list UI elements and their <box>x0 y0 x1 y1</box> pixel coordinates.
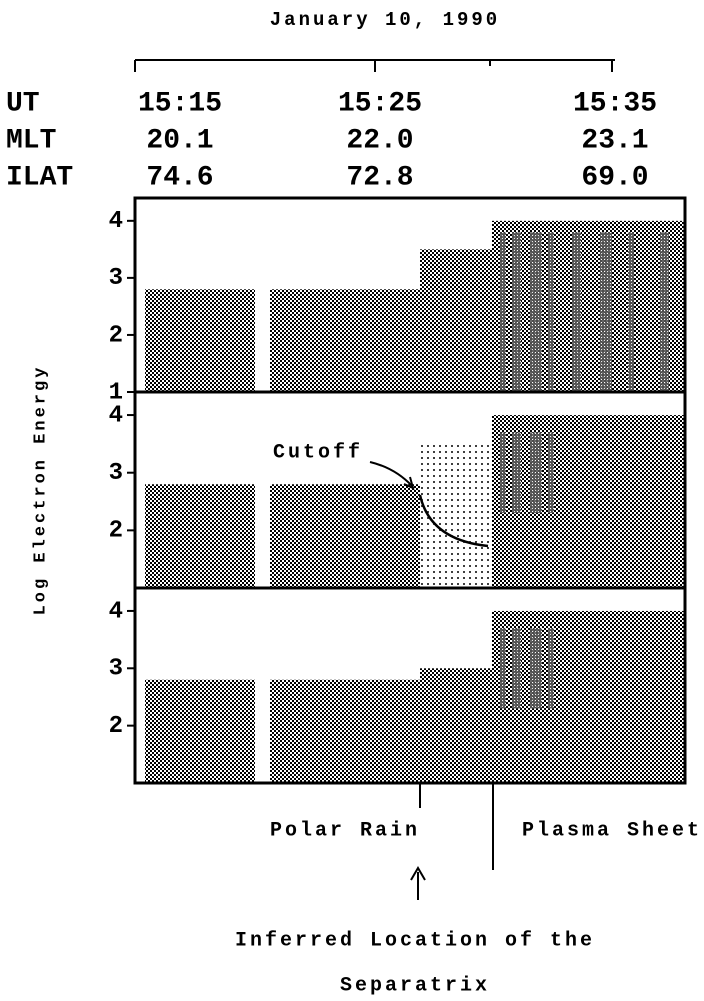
y-tick-label: 3 <box>109 656 123 683</box>
y-tick-label: 2 <box>109 322 123 349</box>
streak <box>628 232 634 392</box>
row-value: 22.0 <box>346 125 413 156</box>
streak <box>512 432 521 514</box>
y-tick-label: 3 <box>109 460 123 487</box>
row-value: 15:35 <box>573 88 657 119</box>
row-value: 74.6 <box>146 162 213 193</box>
texture <box>492 415 685 588</box>
annotation: Polar Rain <box>270 819 420 842</box>
streak <box>548 232 554 392</box>
row-value: 69.0 <box>581 162 648 193</box>
streak <box>500 628 506 709</box>
annotation: Plasma Sheet <box>522 819 702 842</box>
row-value: 15:15 <box>138 88 222 119</box>
streak <box>512 232 521 392</box>
texture <box>420 443 492 588</box>
texture <box>145 484 255 588</box>
texture <box>145 289 255 392</box>
chart-title: January 10, 1990 <box>270 9 500 31</box>
y-tick-label: 2 <box>109 713 123 740</box>
row-value: 20.1 <box>146 125 213 156</box>
y-tick-label: 4 <box>109 208 123 235</box>
annotation: Cutoff <box>273 441 363 464</box>
y-tick-label: 2 <box>109 518 123 545</box>
texture <box>270 289 420 392</box>
markers <box>369 461 494 900</box>
panel-frame <box>133 586 687 785</box>
y-tick-label: 4 <box>109 598 123 625</box>
texture <box>270 679 420 783</box>
streak <box>512 628 521 709</box>
time-axis <box>134 59 615 72</box>
streak <box>530 432 542 514</box>
panels: 1 2 3 4 2 3 4 2 3 4 <box>109 196 687 785</box>
y-tick-label: 1 <box>109 379 123 406</box>
streak <box>600 232 612 392</box>
row-value: 15:25 <box>338 88 422 119</box>
texture <box>420 668 492 783</box>
texture <box>420 249 492 392</box>
y-axis-label: Log Electron Energy <box>31 365 50 616</box>
y-tick-label: 4 <box>109 402 123 429</box>
annotation: Separatrix <box>340 974 490 997</box>
streak <box>500 232 506 392</box>
annotation: Inferred Location of the <box>235 929 595 952</box>
row-label: MLT <box>6 125 56 156</box>
row-label: UT <box>6 88 40 119</box>
streak <box>572 232 581 392</box>
texture <box>492 610 685 783</box>
streak <box>548 628 554 709</box>
streak <box>530 628 542 709</box>
row-label: ILAT <box>6 162 73 193</box>
row-value: 72.8 <box>346 162 413 193</box>
y-tick-label: 3 <box>109 265 123 292</box>
streak <box>660 232 669 392</box>
streak <box>548 432 554 514</box>
texture <box>270 484 420 588</box>
streak <box>530 232 542 392</box>
texture <box>145 679 255 783</box>
texture <box>492 220 685 392</box>
row-value: 23.1 <box>581 125 648 156</box>
streak <box>500 432 506 514</box>
